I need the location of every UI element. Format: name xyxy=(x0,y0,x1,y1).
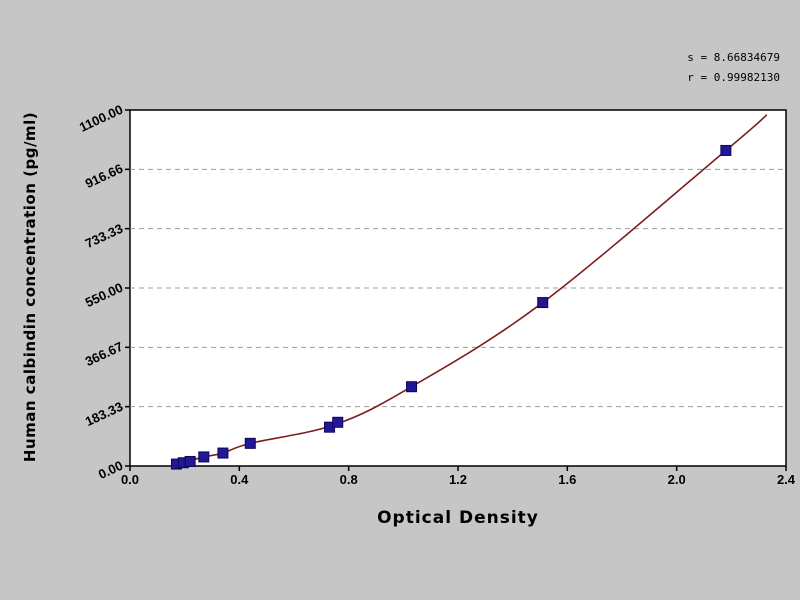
x-axis-title: Optical Density xyxy=(377,508,539,528)
data-point xyxy=(537,297,549,309)
data-point xyxy=(406,381,418,393)
fit-curve xyxy=(176,114,768,466)
data-point xyxy=(244,437,256,449)
fit-statistics: s = 8.66834679 r = 0.99982130 xyxy=(687,48,780,88)
data-point xyxy=(217,447,229,459)
y-axis-title: Human calbindin concentration (pg/ml) xyxy=(21,111,39,463)
fit-statistic-s: s = 8.66834679 xyxy=(687,51,780,64)
fit-statistic-r: r = 0.99982130 xyxy=(687,70,780,84)
data-point xyxy=(720,144,732,156)
data-point xyxy=(332,416,344,428)
data-point xyxy=(184,455,196,467)
data-point xyxy=(198,451,210,463)
